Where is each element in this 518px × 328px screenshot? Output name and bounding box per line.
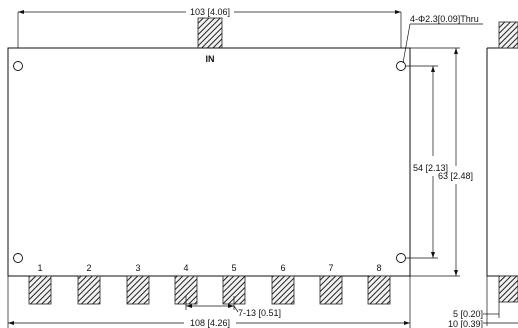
hole-callout: 4-Φ2.3[0.09]Thru [402,14,483,64]
housing-outline [7,47,411,277]
side-thickness-label: 10 [0.39] [448,319,483,328]
side-input-connector [498,21,518,49]
port-number: 3 [135,263,140,273]
hole-spacing-x-label: 103 [4.06] [190,7,230,17]
mounting-hole [13,253,23,263]
mounting-hole [396,253,406,263]
vertical-dimensions: 54 [2.13] 63 [2.48] [406,47,473,277]
side-offset-label: 5 [0.20] [453,309,483,319]
mounting-hole [396,61,406,71]
port-number: 2 [86,263,91,273]
port-number: 8 [376,263,381,273]
output-connector [77,275,101,305]
mounting-holes [13,61,406,263]
side-view: 5 [0.20] 10 [0.39] [448,21,518,328]
input-connector [197,17,223,49]
output-connector [28,275,52,305]
side-output-connector [498,275,518,303]
overall-width-dimension: 108 [4.26] [7,276,411,328]
port-numbers: 1 2 3 4 5 6 7 8 [37,263,381,273]
port-number: 4 [183,263,188,273]
port-pitch-label: 7-13 [0.51] [238,308,281,318]
hole-callout-label: 4-Φ2.3[0.09]Thru [410,14,479,24]
output-connector [367,275,391,305]
hole-spacing-y-label: 54 [2.13] [413,163,448,173]
port-pitch-dimension: 7-13 [0.51] [185,296,281,318]
port-number: 7 [328,263,333,273]
overall-height-label: 63 [2.48] [438,171,473,181]
port-number: 1 [37,263,42,273]
output-connector [271,275,295,305]
mounting-hole [13,61,23,71]
port-number: 6 [280,263,285,273]
output-connector [126,275,150,305]
output-connector [319,275,343,305]
output-connectors [28,275,391,305]
port-number: 5 [231,263,236,273]
hole-spacing-x-dimension: 103 [4.06] [17,7,402,62]
input-label: IN [206,54,215,64]
overall-width-label: 108 [4.26] [190,318,230,328]
